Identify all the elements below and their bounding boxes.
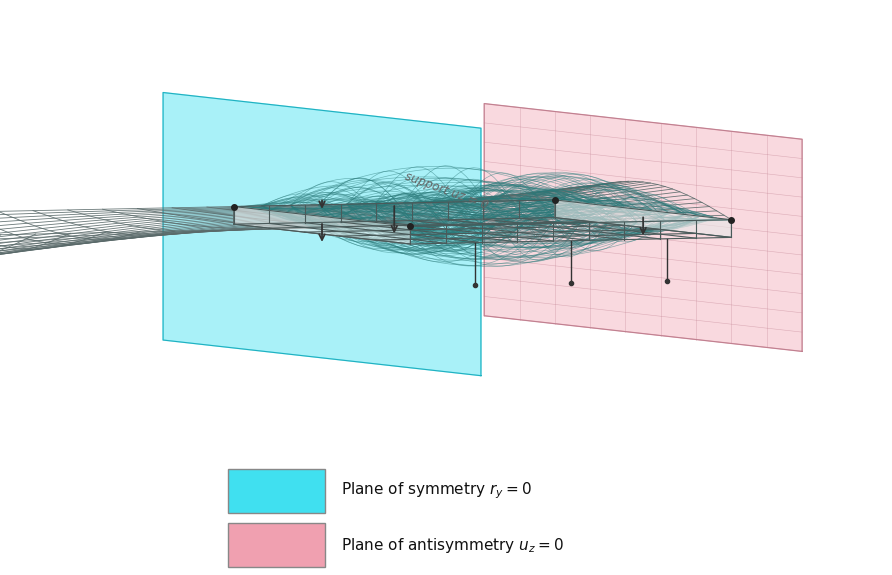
Polygon shape xyxy=(234,206,410,244)
FancyBboxPatch shape xyxy=(228,523,325,567)
Polygon shape xyxy=(484,104,802,351)
Text: support uz = 0: support uz = 0 xyxy=(403,170,490,212)
Text: Plane of symmetry $r_y = 0$: Plane of symmetry $r_y = 0$ xyxy=(341,481,532,501)
Text: Plane of antisymmetry $u_z = 0$: Plane of antisymmetry $u_z = 0$ xyxy=(341,535,564,555)
FancyBboxPatch shape xyxy=(228,469,325,513)
Polygon shape xyxy=(555,200,731,237)
Polygon shape xyxy=(163,93,481,375)
